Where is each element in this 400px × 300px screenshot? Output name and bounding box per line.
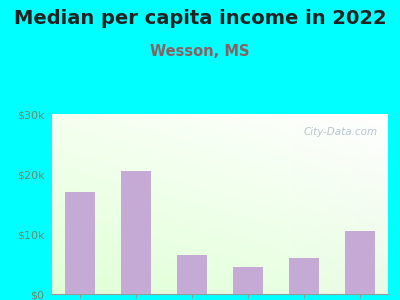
Bar	[233, 267, 264, 294]
Text: Median per capita income in 2022: Median per capita income in 2022	[14, 9, 386, 28]
Bar	[121, 171, 151, 294]
Bar	[344, 231, 375, 294]
Bar	[64, 192, 96, 294]
Bar	[177, 255, 208, 294]
Text: Wesson, MS: Wesson, MS	[150, 44, 250, 59]
Text: City-Data.com: City-Data.com	[304, 127, 378, 136]
Bar	[289, 258, 320, 294]
